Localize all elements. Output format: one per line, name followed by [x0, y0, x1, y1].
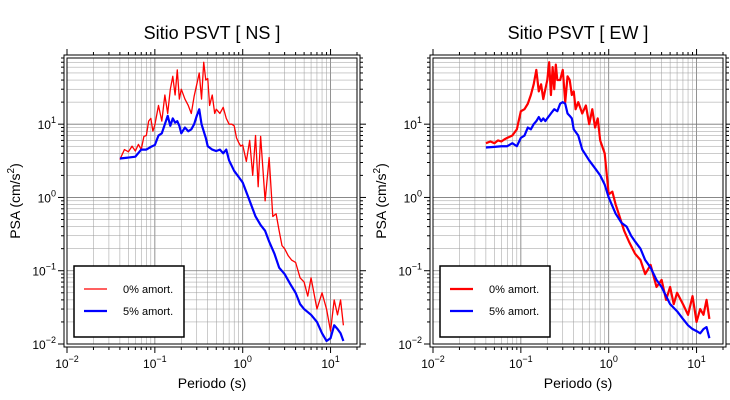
- x-tick-label: 10−1: [509, 354, 533, 371]
- y-tick-label: 101: [404, 115, 422, 132]
- y-tick-label: 100: [404, 188, 422, 205]
- y-tick-label: 10−2: [32, 335, 56, 352]
- ticks: [58, 49, 366, 353]
- x-tick-label: 10−1: [143, 354, 167, 371]
- legend-label-2: 5% amort.: [123, 306, 173, 318]
- chart-title: Sitio PSVT [ EW ]: [508, 23, 649, 43]
- x-tick-label: 101: [321, 354, 339, 371]
- series-line-1: [119, 61, 345, 332]
- x-tick-label: 10−2: [55, 354, 79, 371]
- chart-title: Sitio PSVT [ NS ]: [144, 23, 281, 43]
- legend: 0% amort. 5% amort.: [73, 265, 185, 338]
- chart-panel-2: 10−2 10−1 100 101 10−2 10−1 100 101 Sitio PSVT […: [372, 23, 730, 391]
- legend-label-2: 5% amort.: [489, 306, 539, 318]
- legend: 0% amort. 5% amort.: [439, 265, 551, 338]
- plot-frame: [66, 57, 358, 345]
- y-tick-label: 10−1: [32, 262, 56, 279]
- plot-frame: [432, 57, 724, 345]
- legend-label-1: 0% amort.: [123, 284, 173, 296]
- x-tick-label: 100: [234, 354, 252, 371]
- y-tick-label: 100: [38, 188, 56, 205]
- series-line-1: [485, 61, 711, 324]
- y-axis-label: PSA (cm/s2): [6, 163, 23, 239]
- series-line-2: [485, 101, 711, 339]
- x-tick-label: 10−2: [421, 354, 445, 371]
- x-tick-label: 100: [600, 354, 618, 371]
- series-line-2: [119, 108, 345, 343]
- y-tick-label: 10−1: [398, 262, 422, 279]
- grid: [432, 57, 724, 345]
- x-axis-label: Periodo (s): [544, 375, 612, 391]
- y-tick-label: 101: [38, 115, 56, 132]
- grid: [66, 57, 358, 345]
- y-axis-label: PSA (cm/s2): [372, 163, 389, 239]
- y-tick-label: 10−2: [398, 335, 422, 352]
- legend-box: [73, 265, 185, 338]
- x-tick-label: 101: [687, 354, 705, 371]
- ticks: [424, 49, 730, 353]
- legend-box: [439, 265, 551, 338]
- x-axis-label: Periodo (s): [178, 375, 246, 391]
- legend-label-1: 0% amort.: [489, 284, 539, 296]
- chart-panel-1: 10−2 10−1 100 101 10−2 10−1 100 101 Sitio PSVT […: [6, 23, 366, 391]
